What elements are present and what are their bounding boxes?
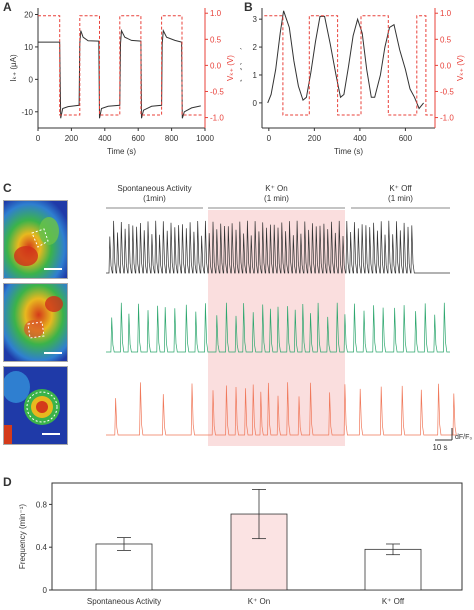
chart-b: 0 200 400 600 0 1 2 3 1.0 0.5 0.0 -0.5 -1.0 Time (s) Δ… xyxy=(240,8,465,156)
x-tick-label: 200 xyxy=(65,134,79,143)
segment-subtitle: (1 min) xyxy=(388,194,413,203)
bar xyxy=(364,548,422,591)
calcium-image-3 xyxy=(3,366,68,445)
segment-subtitle: (1 min) xyxy=(264,194,289,203)
calcium-trace xyxy=(106,302,450,353)
y-tick-label: 0 xyxy=(43,586,48,595)
time-scale-label: 10 s xyxy=(432,443,447,450)
segment-title: K⁺ On xyxy=(265,184,287,193)
measured-series-line xyxy=(267,10,424,110)
bar xyxy=(95,543,153,591)
x-tick-label: 0 xyxy=(267,134,272,143)
dff-scale-label: dF/F₀ xyxy=(455,434,472,441)
y-right-tick-label: -0.5 xyxy=(210,87,224,96)
y-right-tick-label: 0.0 xyxy=(210,61,222,70)
y-left-tick-label: 10 xyxy=(24,43,33,52)
y-left-axis-label: Iₖ₊ (μA) xyxy=(9,54,18,82)
y-left-tick-label: 2 xyxy=(253,43,258,52)
chart-a: 0 200 400 600 800 1000 -10 0 10 20 1.0 0.5 0.0 -0.5 -1… xyxy=(9,8,235,156)
k-on-highlight xyxy=(208,210,345,446)
y-right-tick-label: -1.0 xyxy=(210,114,224,123)
segment-title: K⁺ Off xyxy=(389,184,412,193)
category-label: K⁺ Off xyxy=(382,597,405,606)
panel-letter-c: C xyxy=(3,181,12,195)
y-right-tick-label: -0.5 xyxy=(440,87,454,96)
voltage-series-line xyxy=(264,15,433,116)
calcium-trace xyxy=(106,220,450,274)
y-right-axis-label: Vₖ₊ (V) xyxy=(456,55,465,81)
y-left-axis-label: Δ [K⁺] (mM) xyxy=(240,47,242,89)
y-right-tick-label: 1.0 xyxy=(210,9,222,18)
plot-area-A: 0 200 400 600 800 1000 -10 0 10 20 1.0 0.5 0.0 -0.5 -1… xyxy=(9,8,235,156)
y-right-tick-label: -1.0 xyxy=(440,114,454,123)
x-tick-label: 0 xyxy=(36,134,41,143)
y-right-tick-label: 1.0 xyxy=(440,9,452,18)
panel-letter-d: D xyxy=(3,475,12,489)
chart-c-traces: Spontaneous Activity(1min)K⁺ On(1 min)K⁺… xyxy=(106,184,472,450)
calcium-image-2 xyxy=(3,283,68,362)
x-tick-label: 200 xyxy=(308,134,322,143)
y-right-tick-label: 0.0 xyxy=(440,61,452,70)
x-axis-label: Time (s) xyxy=(107,147,136,156)
x-tick-label: 1000 xyxy=(196,134,214,143)
y-right-axis-label: Vₖ₊ (V) xyxy=(226,55,235,81)
y-left-tick-label: 3 xyxy=(253,15,258,24)
y-right-tick-label: 0.5 xyxy=(440,35,452,44)
x-tick-label: 800 xyxy=(165,134,179,143)
y-left-tick-label: 20 xyxy=(24,10,33,19)
x-tick-label: 400 xyxy=(353,134,367,143)
chart-d: 0 0.4 0.8 Frequency (min⁻¹) Spontaneous Acti… xyxy=(18,482,463,606)
x-tick-label: 400 xyxy=(98,134,112,143)
category-label: K⁺ On xyxy=(248,597,270,606)
calcium-image-1 xyxy=(3,200,68,279)
y-right-tick-label: 0.5 xyxy=(210,35,222,44)
y-tick-label: 0.4 xyxy=(36,543,48,552)
segment-title: Spontaneous Activity xyxy=(117,184,191,193)
category-label: Spontaneous Activity xyxy=(87,597,161,606)
y-left-tick-label: 0 xyxy=(29,75,34,84)
x-tick-label: 600 xyxy=(132,134,146,143)
x-tick-label: 600 xyxy=(399,134,413,143)
y-left-tick-label: 0 xyxy=(253,99,258,108)
x-axis-label: Time (s) xyxy=(334,147,363,156)
voltage-series-line xyxy=(38,15,203,116)
y-left-tick-label: -10 xyxy=(21,108,33,117)
segment-subtitle: (1min) xyxy=(143,194,166,203)
panel-letter-a: A xyxy=(3,0,12,14)
panel-letter-b: B xyxy=(244,0,253,14)
calcium-trace xyxy=(106,382,457,436)
plot-area-B: 0 200 400 600 0 1 2 3 1.0 0.5 0.0 -0.5 -1.0 Time (s) Δ… xyxy=(240,8,465,156)
y-axis-label: Frequency (min⁻¹) xyxy=(18,504,27,569)
y-tick-label: 0.8 xyxy=(36,500,48,509)
y-left-tick-label: 1 xyxy=(253,71,258,80)
